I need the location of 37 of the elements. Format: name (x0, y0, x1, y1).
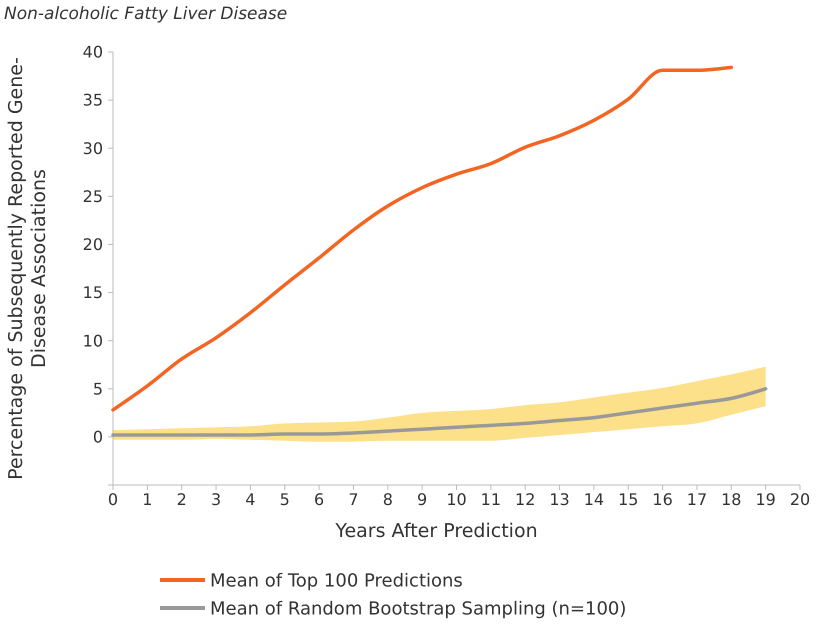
x-tick-label: 4 (245, 490, 256, 509)
legend-label: Mean of Top 100 Predictions (210, 570, 463, 592)
x-tick-label: 20 (790, 490, 810, 509)
x-tick-label: 2 (176, 490, 187, 509)
chart-title: Non-alcoholic Fatty Liver Disease (4, 4, 288, 24)
x-tick-label: 13 (549, 490, 570, 509)
y-tick-label: 10 (82, 331, 103, 350)
y-tick-label: 5 (92, 379, 103, 398)
line-series (111, 66, 734, 412)
y-tick-label: 20 (82, 235, 103, 254)
x-tick-label: 16 (652, 490, 673, 509)
line-series (111, 387, 768, 437)
x-tick-label: 0 (108, 490, 118, 509)
x-tick-label: 18 (721, 490, 742, 509)
x-tick-label: 6 (314, 490, 324, 509)
x-tick-label: 9 (417, 490, 428, 509)
y-tick-label: 30 (82, 138, 103, 158)
y-tick-label: 15 (82, 283, 103, 302)
x-tick-label: 14 (584, 490, 604, 509)
x-tick-label: 1 (142, 490, 152, 509)
x-tick-label: 10 (446, 490, 467, 509)
x-tick-label: 8 (382, 490, 393, 509)
y-tick-label: 25 (82, 186, 103, 206)
x-tick-label: 15 (618, 490, 638, 509)
y-axis-title: Percentage of Subsequently Reported Gene-Disease Associations (4, 56, 51, 482)
x-tick-label: 11 (480, 490, 502, 509)
y-tick-label: 40 (82, 42, 103, 62)
x-tick-label: 5 (280, 490, 290, 509)
x-tick-label: 17 (686, 490, 708, 509)
y-tick-label: 35 (82, 90, 103, 110)
x-axis-title: Years After Prediction (334, 520, 538, 542)
x-tick-label: 19 (755, 490, 776, 509)
y-tick-label: 0 (92, 427, 103, 446)
x-tick-label: 7 (348, 490, 359, 509)
legend-label: Mean of Random Bootstrap Sampling (n=100) (210, 598, 626, 620)
x-tick-label: 12 (515, 490, 536, 509)
x-tick-label: 3 (210, 490, 222, 509)
